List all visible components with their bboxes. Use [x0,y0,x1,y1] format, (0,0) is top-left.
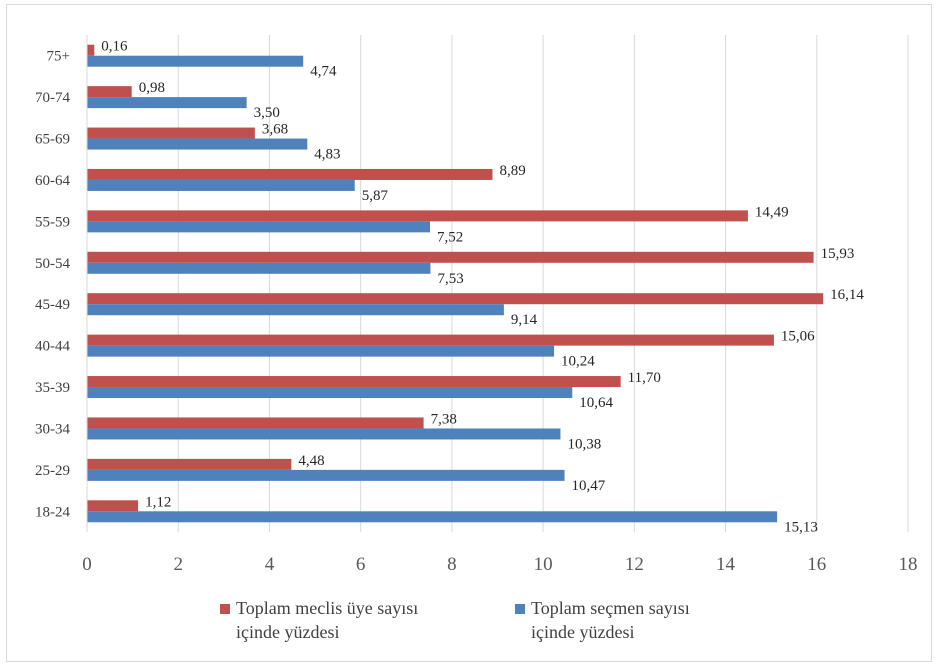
category-label: 65-69 [35,132,70,148]
gridlines [177,35,909,532]
data-label: 16,14 [830,287,864,303]
category-label: 25-29 [35,463,70,479]
legend: Toplam meclis üye sayısı içinde yüzdesi To… [220,598,690,642]
data-label: 3,50 [254,105,280,121]
category-label: 70-74 [35,90,70,106]
bar-meclis [87,334,774,346]
bar-meclis [87,417,424,429]
category-label: 40-44 [35,339,70,355]
bar-meclis [87,293,824,305]
bar-secmen [87,387,573,399]
data-label: 15,93 [821,246,855,262]
bar-secmen [87,304,504,316]
data-label: 5,87 [362,188,389,204]
data-label: 10,38 [567,436,601,452]
bar-secmen [87,97,247,109]
axes: 0 2 4 6 8 10 12 14 16 18 75+ 70-74 65-69 60-64 55-59 50… [35,35,918,575]
bar-secmen [87,469,565,481]
category-label: 35-39 [35,380,70,396]
data-label: 4,48 [298,453,324,469]
bar-secmen [87,138,308,150]
bar-secmen [87,55,304,67]
bar-secmen [87,428,561,440]
legend-swatch-secmen [515,604,525,614]
data-label: 4,74 [310,64,337,80]
bar-secmen [87,179,355,191]
x-tick-label: 18 [899,554,918,575]
legend-label: Toplam seçmen sayısı [531,598,690,618]
bar-secmen [87,345,555,357]
category-label: 18-24 [35,504,70,520]
bar-secmen [87,221,430,233]
data-label: 7,38 [431,411,457,427]
legend-swatch-meclis [220,604,230,614]
category-label: 55-59 [35,214,70,230]
data-label: 3,68 [262,122,288,138]
data-label: 10,64 [579,395,613,411]
x-tick-label: 2 [173,554,183,575]
data-label: 15,06 [781,329,815,345]
data-label: 14,49 [755,204,789,220]
bar-meclis [87,86,132,98]
data-label: 10,47 [572,478,606,494]
bar-secmen [87,511,778,523]
data-labels: 0,16 4,74 0,98 3,503,68 4,83 8,89 5,87 14,49 7,5… [101,39,864,536]
data-label: 0,98 [139,80,165,96]
data-label: 1,12 [145,494,171,510]
bar-meclis [87,210,748,222]
bar-meclis [87,127,255,139]
data-label: 15,13 [784,519,818,535]
x-tick-label: 8 [447,554,457,575]
bar-meclis [87,376,621,388]
category-label: 50-54 [35,256,70,272]
x-tick-label: 16 [807,554,826,575]
x-tick-label: 6 [356,554,366,575]
category-label: 30-34 [35,421,70,437]
bars [87,44,824,523]
chart-frame [6,4,932,662]
bar-meclis [87,251,814,263]
bar-secmen [87,262,431,274]
data-label: 10,24 [561,354,595,370]
data-label: 8,89 [499,163,525,179]
legend-label: içinde yüzdesi [236,622,339,642]
data-label: 7,53 [437,271,463,287]
x-tick-label: 4 [265,554,275,575]
x-tick-label: 14 [716,554,736,575]
data-label: 4,83 [314,147,340,163]
category-label: 45-49 [35,297,70,313]
data-label: 11,70 [628,370,661,386]
x-tick-label: 0 [82,554,92,575]
x-tick-label: 12 [625,554,644,575]
data-label: 7,52 [437,229,463,245]
category-label: 60-64 [35,173,70,189]
legend-label: içinde yüzdesi [531,622,634,642]
bar-meclis [87,458,292,470]
data-label: 9,14 [511,312,538,328]
bar-meclis [87,168,493,180]
x-tick-label: 10 [534,554,553,575]
bar-meclis [87,44,95,56]
category-label: 75+ [47,49,70,65]
bar-meclis [87,500,139,512]
data-label: 0,16 [101,39,128,55]
legend-label: Toplam meclis üye sayısı [236,598,418,618]
